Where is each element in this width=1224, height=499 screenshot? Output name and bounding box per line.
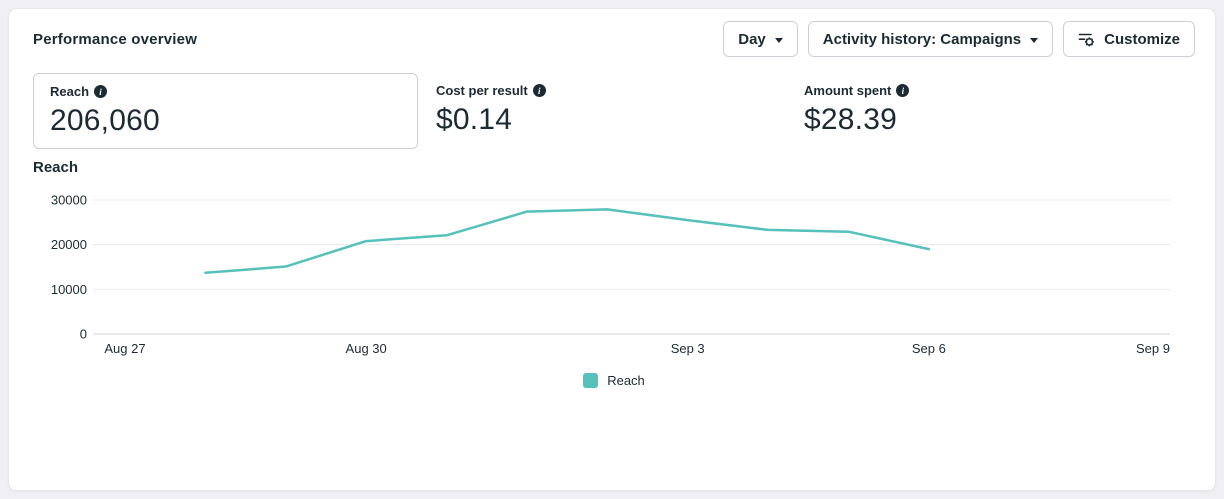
info-icon[interactable]: i [94,85,108,98]
info-icon[interactable]: i [532,84,546,97]
x-axis-tick-label: Aug 30 [346,341,387,356]
settings-sliders-icon [1078,33,1095,46]
reach-line-series [204,208,931,275]
metric-label-row: Cost per result i [436,83,804,98]
y-axis-tick-label: 20000 [51,237,87,252]
x-axis-tick-label: Sep 3 [671,341,705,356]
performance-overview-card: Performance overview Day Activity histor… [8,8,1216,491]
metric-reach-label: Reach [50,84,90,99]
reach-chart[interactable]: 0 10000 20000 30000 Aug 27 Aug 30 Sep 3 Sep 6 Se… [33,181,1197,359]
metric-label-row: Amount spent i [804,83,910,98]
chart-legend: Reach [33,373,1195,388]
customize-label: Customize [1104,30,1180,48]
metric-card-reach[interactable]: Reach i 206,060 [33,73,418,149]
activity-history-label: Activity history: Campaigns [822,30,1022,48]
metric-spent-label: Amount spent [804,83,892,98]
metric-reach-value: 206,060 [50,104,160,137]
header-controls: Day Activity history: Campaigns [723,21,1195,57]
y-axis-tick-label: 0 [80,327,87,342]
y-axis-tick-label: 10000 [51,282,87,297]
x-axis-tick-label: Sep 6 [912,341,946,356]
x-axis-tick-label: Aug 27 [104,341,145,356]
metrics-row: Reach i 206,060 Cost per result i $0.14 … [33,73,1195,149]
metric-spent-value: $28.39 [804,103,897,136]
metric-cost-label: Cost per result [436,83,528,98]
metric-card-amount-spent[interactable]: Amount spent i $28.39 [804,73,910,149]
legend-label-reach: Reach [607,373,645,388]
x-axis-tick-label: Sep 9 [1136,341,1170,356]
legend-swatch-reach [583,373,599,388]
chevron-down-icon [1030,37,1039,43]
header-bar: Performance overview Day Activity histor… [33,9,1195,57]
chevron-down-icon [774,37,783,43]
activity-history-dropdown[interactable]: Activity history: Campaigns [807,21,1054,57]
metric-label-row: Reach i [50,84,401,99]
metric-cost-value: $0.14 [436,103,513,136]
chart-title: Reach [33,159,79,176]
day-dropdown-label: Day [738,30,766,48]
customize-button[interactable]: Customize [1063,21,1195,57]
page-title: Performance overview [33,30,198,48]
metric-card-cost-per-result[interactable]: Cost per result i $0.14 [436,73,804,149]
info-icon[interactable]: i [896,84,910,97]
y-axis-tick-label: 30000 [51,193,87,208]
day-dropdown[interactable]: Day [723,21,798,57]
